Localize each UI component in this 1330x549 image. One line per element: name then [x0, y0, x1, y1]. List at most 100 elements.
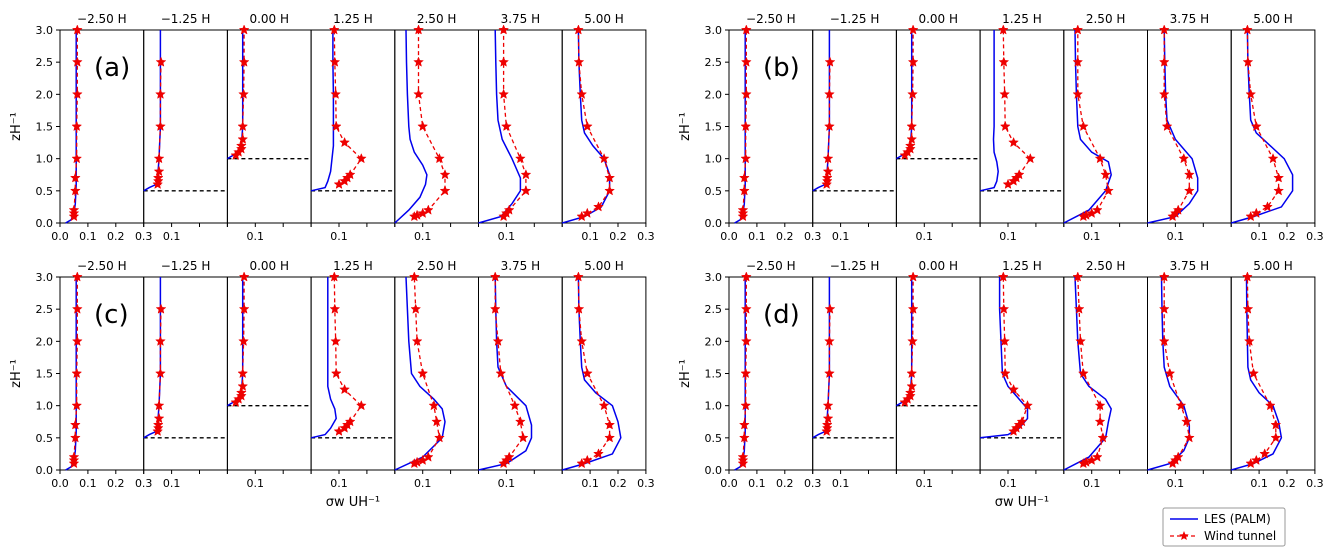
- column-title: 0.00 H: [249, 259, 289, 273]
- x-tick-label: 0.1: [330, 230, 348, 243]
- wind-tunnel-point: [821, 419, 833, 430]
- y-tick-label: 3.0: [705, 24, 723, 37]
- wind-tunnel-point: [238, 271, 250, 282]
- y-tick-label: 0.0: [36, 464, 54, 477]
- wind-tunnel-point: [155, 56, 167, 67]
- wind-tunnel-point: [428, 400, 440, 411]
- column-title: −1.25 H: [161, 12, 211, 26]
- subplot-frame: [561, 29, 647, 224]
- wind-tunnel-point: [738, 432, 750, 443]
- wind-tunnel-point: [498, 56, 510, 67]
- x-tick-label: 0.1: [414, 230, 432, 243]
- wind-tunnel-point: [68, 207, 80, 218]
- wind-tunnel-point: [413, 24, 424, 35]
- x-tick-label: 0.3: [804, 477, 822, 490]
- y-tick-label: 3.0: [36, 24, 54, 37]
- wind-tunnel-point: [824, 120, 835, 132]
- wind-tunnel-point: [572, 24, 584, 35]
- wind-tunnel-point: [1077, 120, 1089, 132]
- wind-tunnel-point: [330, 120, 342, 132]
- column-title: −1.25 H: [830, 259, 880, 273]
- wind-tunnel-point: [1016, 416, 1028, 427]
- x-tick-label: 0.1: [1250, 230, 1268, 243]
- wind-tunnel-point: [517, 432, 529, 443]
- x-tick-label: 0.1: [916, 230, 934, 243]
- subplot-2: −1.25 H 0.1: [812, 259, 897, 490]
- subplot-7: 5.00 H 0.1 0.2 0.3: [561, 12, 655, 243]
- wind-tunnel-line: [1002, 29, 1032, 185]
- wind-tunnel-point: [822, 400, 834, 411]
- wind-tunnel-point: [434, 432, 445, 443]
- wind-tunnel-point: [153, 412, 165, 424]
- wind-tunnel-point: [1248, 367, 1259, 379]
- wind-tunnel-point: [1097, 432, 1109, 443]
- wind-tunnel-point: [329, 56, 341, 67]
- wind-tunnel-point: [906, 120, 918, 132]
- wind-tunnel-point: [1178, 153, 1190, 164]
- wind-tunnel-point: [581, 367, 593, 379]
- wind-tunnel-point: [998, 303, 1010, 314]
- wind-tunnel-point: [604, 185, 616, 196]
- subplot-2: −1.25 H 0.1: [143, 12, 228, 243]
- y-tick-label: 1.5: [705, 121, 723, 134]
- subplot-5: 2.50 H 0.1: [1063, 259, 1149, 490]
- column-title: 0.00 H: [918, 259, 958, 273]
- wind-tunnel-point: [581, 120, 593, 132]
- wind-tunnel-point: [904, 140, 916, 151]
- x-tick-label: 0.1: [581, 477, 599, 490]
- wind-tunnel-point: [907, 56, 919, 67]
- wind-tunnel-line: [235, 277, 245, 403]
- wind-tunnel-point: [1072, 24, 1084, 35]
- wind-tunnel-point: [329, 303, 341, 314]
- x-tick-label: 0.1: [247, 230, 265, 243]
- subplot-frame: [1230, 29, 1316, 224]
- wind-tunnel-point: [1024, 153, 1036, 164]
- wind-tunnel-point: [237, 380, 249, 391]
- wind-tunnel-point: [824, 88, 835, 99]
- wind-tunnel-point: [237, 133, 249, 144]
- wind-tunnel-point: [71, 88, 83, 99]
- wind-tunnel-point: [1241, 271, 1253, 282]
- wind-tunnel-point: [492, 335, 504, 346]
- y-tick-label: 2.0: [705, 88, 723, 101]
- column-title: 3.75 H: [1170, 259, 1210, 273]
- wind-tunnel-point: [1242, 56, 1254, 67]
- wind-tunnel-point: [906, 367, 918, 379]
- x-tick-label: 0.3: [1306, 477, 1324, 490]
- wind-tunnel-point: [593, 448, 604, 459]
- wind-tunnel-point: [904, 143, 916, 154]
- wind-tunnel-point: [238, 56, 250, 67]
- wind-tunnel-line: [1246, 276, 1277, 465]
- x-tick-label: 0.2: [1278, 230, 1296, 243]
- wind-tunnel-point: [503, 451, 515, 462]
- wind-tunnel-line: [333, 29, 363, 185]
- column-title: 5.00 H: [1253, 259, 1293, 273]
- wind-tunnel-point: [1072, 56, 1084, 67]
- x-tick-label: 0.1: [498, 477, 516, 490]
- x-tick-label: 0.1: [163, 477, 181, 490]
- wind-tunnel-point: [1013, 169, 1025, 180]
- subplot-3: 0.00 H 0.1: [895, 12, 981, 243]
- wind-tunnel-point: [1100, 169, 1112, 180]
- x-tick-label: 0.2: [609, 230, 627, 243]
- x-tick-label: 0.2: [1278, 477, 1296, 490]
- wind-tunnel-point: [604, 419, 616, 430]
- wind-tunnel-point: [822, 153, 834, 164]
- y-tick-label: 3.0: [36, 271, 54, 284]
- les-line: [1063, 29, 1112, 224]
- les-line: [310, 30, 335, 192]
- wind-tunnel-point: [907, 88, 918, 99]
- subplot-frame: [478, 29, 563, 224]
- wind-tunnel-point: [1008, 383, 1019, 395]
- wind-tunnel-point: [824, 56, 836, 67]
- wind-tunnel-point: [439, 169, 451, 180]
- wind-tunnel-point: [71, 335, 83, 346]
- wind-tunnel-point: [355, 153, 367, 164]
- wind-tunnel-line: [1163, 30, 1190, 218]
- y-tick-label: 1.5: [705, 368, 723, 381]
- wind-tunnel-point: [69, 172, 81, 183]
- x-tick-label: 0.2: [776, 477, 794, 490]
- wind-tunnel-point: [1245, 88, 1257, 99]
- wind-tunnel-point: [1172, 204, 1184, 215]
- wind-tunnel-point: [238, 303, 250, 314]
